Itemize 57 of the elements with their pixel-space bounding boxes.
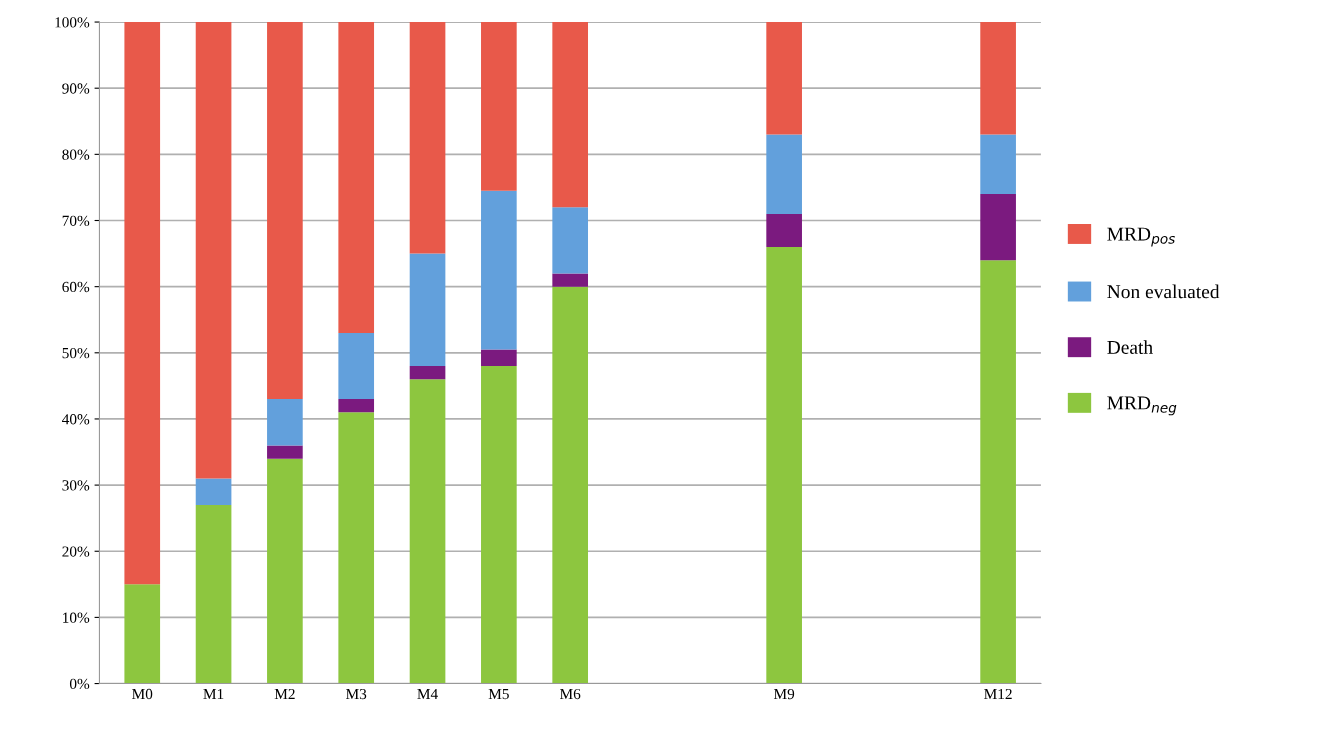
legend-label: MRD$_{pos}$: [1107, 227, 1175, 247]
y-tick-label: 30%: [62, 480, 90, 491]
bar: [409, 379, 446, 684]
y-tick-label: 80%: [62, 149, 90, 160]
bar: [481, 366, 517, 684]
bar: [338, 399, 375, 413]
x-tick-label: M3: [346, 688, 367, 700]
y-tick-label: 20%: [62, 546, 90, 557]
x-tick-label: M5: [488, 689, 509, 700]
x-tick-label: M6: [560, 688, 581, 700]
legend-label: Death: [1107, 340, 1153, 354]
x-tick-label: M2: [274, 688, 295, 700]
y-tick-label: 40%: [62, 414, 90, 425]
bar: [409, 366, 446, 380]
bar: [980, 22, 1016, 135]
y-tick-label: 100%: [55, 17, 90, 28]
bar: [338, 332, 375, 400]
bar: [338, 22, 375, 333]
legend-label: Non evaluated: [1107, 284, 1220, 299]
x-tick-label: M12: [984, 688, 1012, 700]
x-tick-label: M0: [132, 688, 153, 700]
bar: [980, 260, 1016, 684]
y-tick-label: 90%: [62, 83, 90, 94]
x-tick-label: M9: [773, 688, 795, 700]
bar: [267, 445, 303, 459]
bar: [409, 253, 446, 367]
bar: [338, 412, 375, 684]
bar: [980, 194, 1016, 261]
bar: [481, 190, 517, 350]
bar: [195, 22, 232, 479]
y-tick-label: 50%: [62, 347, 90, 359]
y-tick-label: 10%: [63, 612, 90, 623]
legend-label: MRD$_{neg}$: [1107, 396, 1177, 416]
bar: [766, 134, 802, 214]
bar: [195, 504, 232, 684]
y-tick-label: 70%: [62, 215, 90, 226]
bar: [481, 349, 517, 367]
bar: [124, 584, 161, 684]
bar: [766, 246, 802, 684]
bar: [766, 22, 802, 135]
bar: [980, 134, 1016, 195]
bar: [195, 478, 232, 505]
bar: [124, 22, 161, 585]
bar: [267, 458, 303, 684]
x-tick-label: M1: [203, 688, 224, 700]
y-tick-label: 60%: [62, 281, 90, 293]
bar: [481, 22, 517, 191]
bar: [552, 22, 589, 208]
bar: [552, 273, 589, 287]
bar: [267, 22, 303, 400]
bar: [552, 207, 589, 274]
bar: [766, 213, 802, 247]
bar: [552, 286, 589, 684]
bar: [409, 22, 446, 254]
y-tick-label: 0%: [69, 678, 90, 690]
x-tick-label: M4: [417, 688, 438, 700]
bar: [267, 399, 303, 446]
